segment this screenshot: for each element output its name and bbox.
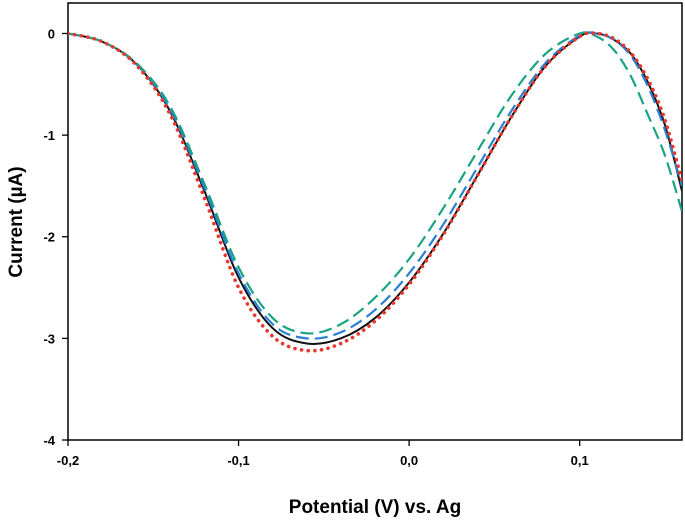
series-layer [68,31,682,353]
x-axis: -0,2 -0,1 0,0 0,1 [57,440,589,468]
x-tick-label: -0,1 [227,453,249,468]
y-axis-title: Current (µA) [6,166,27,277]
y-tick-label: -4 [43,433,55,448]
x-axis-title: Potential (V) vs. Ag [289,497,461,518]
plot-frame [67,2,683,441]
y-tick-label: 0 [48,26,55,41]
y-axis: 0 -1 -2 -3 -4 [43,26,68,448]
x-tick-label: 0,1 [571,453,589,468]
series-line-green-dashed [68,31,682,335]
y-tick-label: -1 [43,128,55,143]
x-tick-label: -0,2 [57,453,79,468]
series-line-blue-dashed [68,31,682,340]
x-tick-label: 0,0 [400,453,418,468]
y-tick-label: -3 [43,331,55,346]
y-tick-label: -2 [43,230,55,245]
series-line-red-dotted [68,31,682,353]
